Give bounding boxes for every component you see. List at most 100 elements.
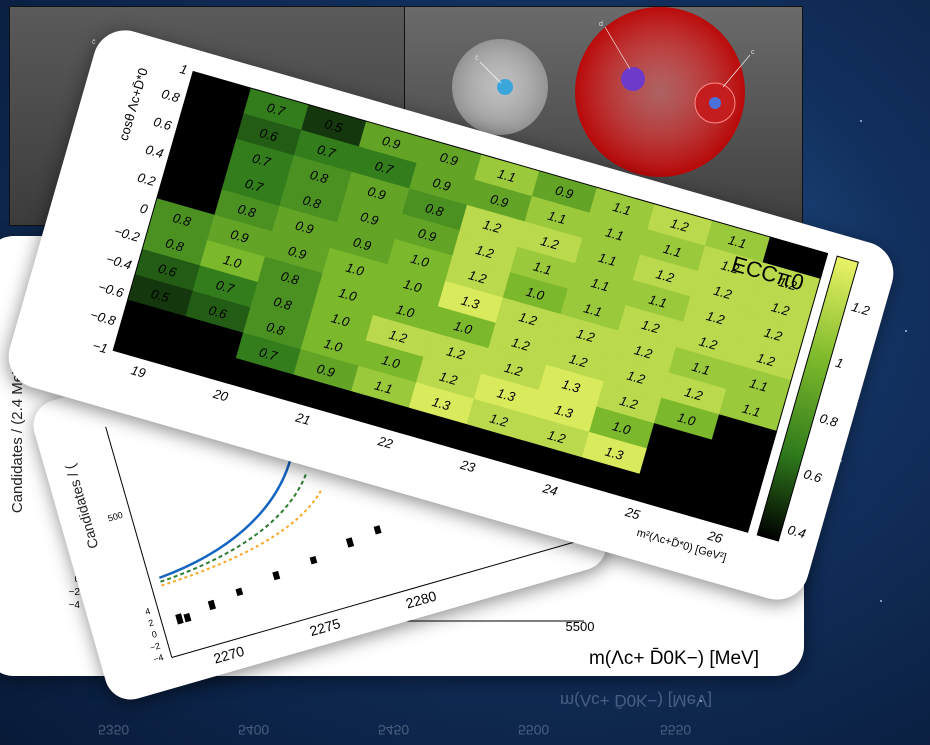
x-tick-label: 21 bbox=[293, 409, 312, 428]
heatmap-value-label: 1.2 bbox=[625, 368, 647, 388]
heatmap-value-label: 0.7 bbox=[373, 158, 395, 178]
y-tick-label: 0 bbox=[138, 200, 150, 217]
heatmap-cell bbox=[675, 321, 742, 365]
heatmap-value-label: 1.1 bbox=[727, 232, 749, 251]
heatmap-cell bbox=[416, 137, 482, 181]
heatmap-value-label: 1.0 bbox=[611, 418, 633, 438]
heatmap-value-label: 1.2 bbox=[445, 343, 467, 363]
heatmap-value-label: 1.0 bbox=[337, 285, 359, 305]
heatmap-cell bbox=[358, 340, 424, 383]
heatmap-cell bbox=[315, 273, 381, 316]
heatmap-value-label: 1.0 bbox=[402, 276, 424, 296]
heatmap-cell bbox=[538, 364, 605, 408]
heatmap-value-label: 1.2 bbox=[467, 267, 489, 287]
heatmap-value-label: 0.5 bbox=[149, 286, 171, 306]
heatmap-value-label: 0.8 bbox=[272, 294, 294, 314]
heatmap-value-label: 1.3 bbox=[430, 394, 452, 414]
heatmap-cell bbox=[156, 172, 223, 216]
heatmap-cell bbox=[171, 122, 237, 165]
heatmap-value-label: 1.2 bbox=[770, 299, 792, 319]
heatmap-cell bbox=[351, 146, 418, 189]
heatmap-value-label: 1.3 bbox=[495, 385, 517, 405]
heatmap-cell bbox=[301, 104, 367, 148]
heatmap-cell bbox=[726, 363, 792, 407]
heatmap-cell bbox=[336, 197, 403, 240]
heatmap-value-label: 1.2 bbox=[712, 283, 734, 303]
lambda-mass-card: Candidates / ( 500 4 2 0 −2 −4 2270 2275… bbox=[27, 264, 613, 706]
heatmap-value-label: 1.2 bbox=[575, 326, 597, 346]
heatmap-cell bbox=[236, 113, 302, 156]
heatmap-value-label: 1.0 bbox=[452, 318, 474, 338]
y-axis-label: cosθ Λc+D̄*0 bbox=[116, 66, 151, 142]
antiquark-label: c̄ bbox=[475, 55, 479, 62]
heatmap-cell bbox=[480, 348, 547, 391]
heatmap-value-label: 1.2 bbox=[510, 334, 532, 354]
heatmap-value-label: 1.2 bbox=[546, 427, 568, 447]
y-tick-label: 0.4 bbox=[144, 142, 166, 161]
heatmap-value-label: 1.3 bbox=[603, 444, 625, 464]
heatmap-cell bbox=[747, 287, 814, 331]
heatmap-cell bbox=[632, 254, 699, 297]
heatmap-cell bbox=[603, 355, 670, 399]
heatmap-cell bbox=[502, 272, 569, 315]
background-curve bbox=[160, 472, 308, 583]
y-tick-label: 500 bbox=[107, 510, 124, 524]
heatmap-cell bbox=[408, 382, 475, 425]
heatmap-cell bbox=[524, 196, 591, 239]
heatmap-value-label: 1.2 bbox=[762, 325, 784, 345]
heatmap-value-label: 1.2 bbox=[683, 384, 705, 404]
heatmap-cell bbox=[178, 316, 244, 359]
heatmap-cell bbox=[740, 312, 807, 356]
heatmap-cell bbox=[242, 307, 309, 350]
heatmap-value-label: 1.2 bbox=[697, 333, 719, 353]
heatmap-value-label: 1.1 bbox=[647, 292, 669, 311]
heatmap-cell bbox=[250, 281, 316, 325]
heatmap-cell bbox=[264, 231, 331, 274]
heatmap-cell bbox=[516, 440, 583, 484]
heatmap-value-label: 1.2 bbox=[618, 393, 640, 413]
heatmap-value-label: 1.1 bbox=[496, 166, 518, 185]
heatmap-cell bbox=[473, 373, 540, 416]
heatmap-cell bbox=[380, 264, 446, 307]
heatmap-cell bbox=[517, 221, 583, 264]
heatmap-cell bbox=[488, 322, 554, 366]
colorbar-tick-label: 0.6 bbox=[802, 466, 824, 486]
heatmap-value-label: 0.8 bbox=[301, 192, 323, 212]
heatmap-value-label: 1.0 bbox=[344, 260, 366, 280]
heatmap-value-label: 1.2 bbox=[481, 217, 503, 237]
component-curve bbox=[161, 489, 323, 587]
heatmap-value-label: 0.9 bbox=[416, 225, 438, 244]
heatmap-cell bbox=[697, 464, 763, 508]
heatmap-value-label: 1.0 bbox=[409, 251, 431, 271]
heatmap-cell bbox=[322, 247, 388, 291]
heatmap-cell bbox=[163, 147, 230, 191]
heatmap-value-label: 0.7 bbox=[316, 142, 338, 162]
heatmap-cell bbox=[689, 490, 756, 533]
y-tick-labels: 1 0.8 0.6 0.4 0.2 0 −0.2 −0.4 −0.6 −0.8 −1 bbox=[89, 61, 190, 356]
heatmap-cell bbox=[401, 188, 468, 231]
heatmap-cell bbox=[178, 96, 245, 140]
heatmap-value-label: 0.6 bbox=[258, 125, 280, 145]
colorbar-tick-label: 1 bbox=[834, 355, 845, 371]
heatmap-cell bbox=[647, 203, 713, 247]
quark-label: c bbox=[751, 49, 755, 56]
heatmap-value-label: 1.2 bbox=[719, 257, 741, 277]
heatmap-cell bbox=[639, 229, 706, 272]
heatmap-cell bbox=[286, 374, 352, 418]
heatmap-cell bbox=[755, 262, 821, 305]
heatmap-cell bbox=[358, 121, 425, 164]
heatmap-cell bbox=[581, 431, 648, 475]
x-tick-label: 22 bbox=[376, 433, 396, 452]
heatmap-value-label: 1.1 bbox=[373, 377, 395, 396]
heatmap-value-label: 0.9 bbox=[366, 184, 388, 203]
heatmap-value-label: 1.2 bbox=[654, 266, 676, 286]
heatmap-value-label: 0.6 bbox=[157, 261, 179, 281]
heatmap-cell bbox=[683, 296, 749, 339]
heatmap-cell bbox=[344, 171, 410, 215]
heatmap-value-label: 0.8 bbox=[279, 268, 301, 288]
quark-label: d bbox=[599, 21, 603, 28]
y-axis-label: Candidates / ( bbox=[62, 462, 101, 551]
heatmap-cell bbox=[711, 414, 778, 457]
svg-text:2: 2 bbox=[147, 617, 155, 628]
heatmap-cell bbox=[149, 198, 215, 241]
